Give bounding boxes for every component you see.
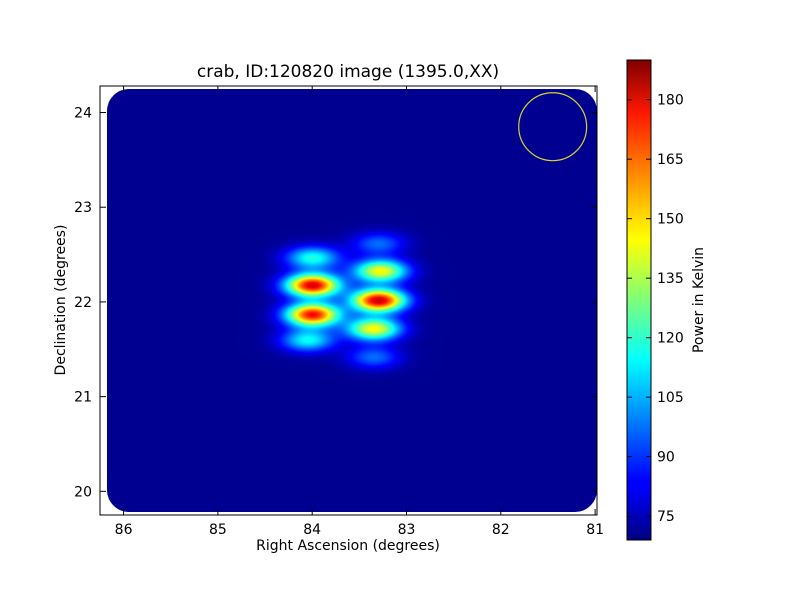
plot-frame <box>99 85 598 516</box>
heatmap-raster <box>107 89 597 512</box>
colorbar-ticks: 75 90 105 120 135 150 165 180 <box>627 93 684 525</box>
x-tick-label: 86 <box>115 522 133 538</box>
colorbar-tick-label: 90 <box>657 450 675 466</box>
x-tick-label: 81 <box>586 522 604 538</box>
chart-title: crab, ID:120820 image (1395.0,XX) <box>197 62 499 82</box>
y-tick-label: 22 <box>74 295 92 311</box>
colorbar-label: Power in Kelvin <box>691 247 707 353</box>
x-tick-label: 83 <box>398 522 416 538</box>
y-axis-ticks: 20 21 22 23 24 <box>74 106 597 500</box>
colorbar-tick-label: 105 <box>657 390 684 406</box>
x-axis-label: Right Ascension (degrees) <box>256 538 440 554</box>
x-tick-label: 84 <box>303 522 321 538</box>
y-tick-label: 21 <box>74 390 92 406</box>
x-tick-label: 82 <box>492 522 510 538</box>
colorbar-tick-label: 165 <box>657 152 684 168</box>
y-tick-label: 20 <box>74 484 92 500</box>
x-axis-ticks: 86 85 84 83 82 81 <box>115 86 604 538</box>
beam-circle <box>518 92 588 162</box>
y-tick-label: 23 <box>74 200 92 216</box>
y-tick-label: 24 <box>74 106 92 122</box>
colorbar-tick-label: 150 <box>657 212 684 228</box>
heatmap-image <box>107 89 597 512</box>
y-axis-label: Declination (degrees) <box>53 225 69 376</box>
colorbar-tick-label: 135 <box>657 271 684 287</box>
colorbar-tick-label: 180 <box>657 93 684 109</box>
colorbar-tick-label: 75 <box>657 509 675 525</box>
colorbar-tick-label: 120 <box>657 331 684 347</box>
x-tick-label: 85 <box>209 522 227 538</box>
colorbar-gradient <box>626 59 652 541</box>
colorbar: 75 90 105 120 135 150 165 180 Power in Kelvin <box>626 59 707 541</box>
